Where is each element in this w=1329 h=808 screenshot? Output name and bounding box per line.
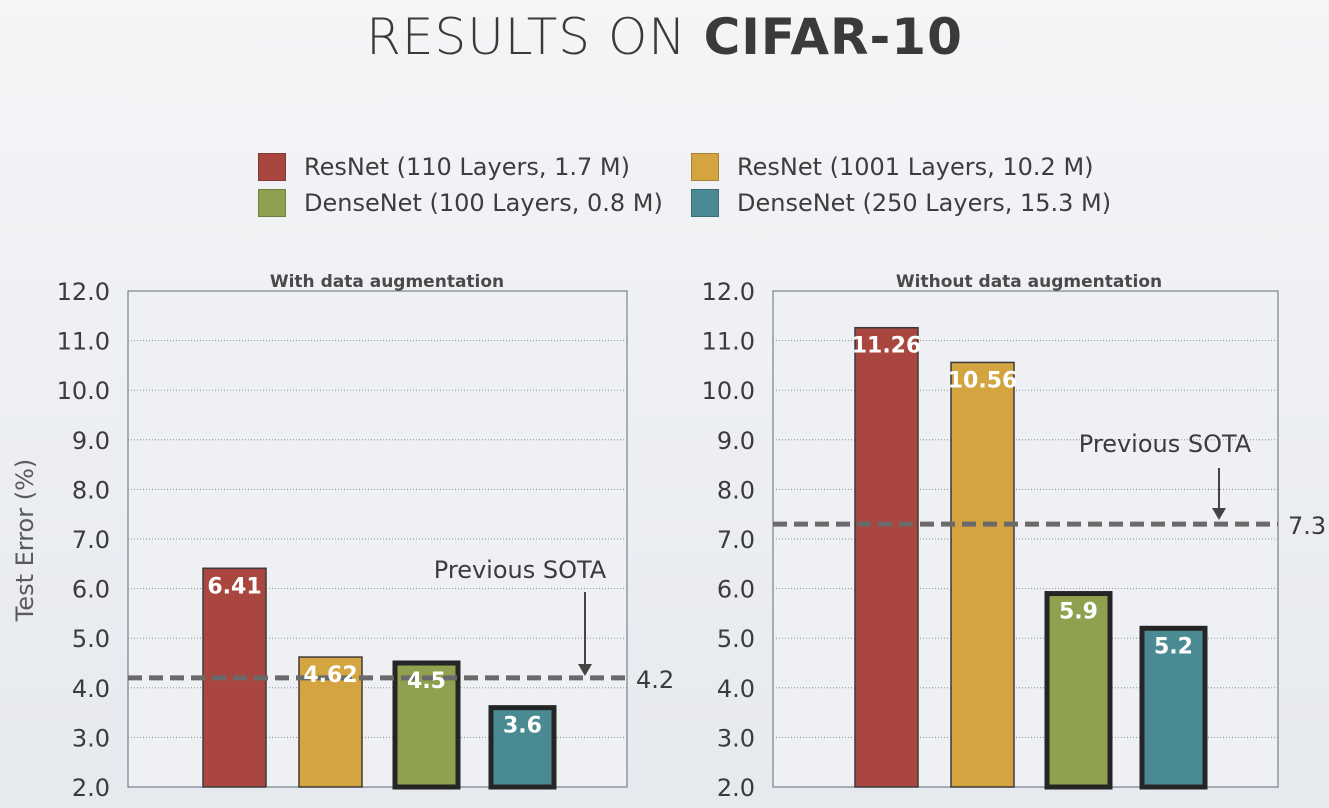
bar — [392, 660, 461, 790]
y-tick-label: 3.0 — [72, 724, 110, 752]
legend: ResNet (110 Layers, 1.7 M) ResNet (1001 … — [258, 153, 1158, 228]
legend-label: ResNet (110 Layers, 1.7 M) — [304, 153, 630, 181]
y-tick-label: 7.0 — [717, 526, 755, 554]
legend-swatch — [691, 189, 719, 217]
bar — [854, 326, 919, 788]
legend-item-densenet-250: DenseNet (250 Layers, 15.3 M) — [691, 189, 1111, 217]
bar — [1044, 591, 1113, 790]
previous-sota-value: 4.2 — [636, 666, 674, 694]
data-label: 3.6 — [503, 714, 542, 739]
y-tick-label: 11.0 — [57, 328, 110, 356]
legend-item-resnet-1001: ResNet (1001 Layers, 10.2 M) — [691, 153, 1094, 181]
y-tick-label: 9.0 — [717, 427, 755, 455]
title-bold: CIFAR-10 — [703, 8, 963, 66]
data-label: 4.5 — [407, 669, 446, 694]
y-tick-label: 9.0 — [72, 427, 110, 455]
bar — [950, 361, 1015, 788]
legend-swatch — [258, 189, 286, 217]
legend-swatch — [691, 153, 719, 181]
annotation-arrow-head — [578, 664, 592, 676]
annotation-arrow-head — [1212, 508, 1226, 520]
title-light: RESULTS ON — [366, 8, 687, 66]
y-tick-label: 10.0 — [57, 377, 110, 405]
data-label: 5.2 — [1154, 634, 1193, 659]
data-label: 6.41 — [207, 574, 261, 599]
data-label: 4.62 — [303, 663, 357, 688]
slide-title: RESULTS ON CIFAR-10 — [0, 8, 1329, 66]
y-tick-label: 12.0 — [57, 278, 110, 306]
y-tick-label: 5.0 — [717, 625, 755, 653]
legend-label: ResNet (1001 Layers, 10.2 M) — [737, 153, 1094, 181]
legend-item-resnet-110: ResNet (110 Layers, 1.7 M) — [258, 153, 630, 181]
y-tick-label: 10.0 — [702, 377, 755, 405]
y-tick-label: 5.0 — [72, 625, 110, 653]
legend-label: DenseNet (250 Layers, 15.3 M) — [737, 189, 1112, 217]
data-label: 5.9 — [1059, 600, 1098, 625]
y-tick-label: 7.0 — [72, 526, 110, 554]
y-tick-label: 4.0 — [717, 675, 755, 703]
y-tick-label: 3.0 — [717, 724, 755, 752]
chart-title: Without data augmentation — [896, 272, 1162, 292]
y-tick-label: 6.0 — [72, 576, 110, 604]
y-tick-label: 4.0 — [72, 675, 110, 703]
chart-title: With data augmentation — [270, 272, 504, 292]
y-tick-label: 8.0 — [72, 476, 110, 504]
legend-item-densenet-100: DenseNet (100 Layers, 0.8 M) — [258, 189, 663, 217]
y-tick-label: 2.0 — [72, 774, 110, 802]
previous-sota-annotation: Previous SOTA — [1079, 430, 1252, 458]
y-tick-label: 6.0 — [717, 576, 755, 604]
previous-sota-annotation: Previous SOTA — [434, 556, 607, 584]
bar — [1139, 625, 1208, 790]
y-tick-label: 12.0 — [702, 278, 755, 306]
legend-label: DenseNet (100 Layers, 0.8 M) — [304, 189, 663, 217]
y-tick-label: 8.0 — [717, 476, 755, 504]
legend-swatch — [258, 153, 286, 181]
y-tick-label: 11.0 — [702, 328, 755, 356]
bar — [488, 705, 557, 790]
data-label: 10.56 — [948, 368, 1018, 393]
y-axis-label: Test Error (%) — [11, 459, 39, 623]
data-label: 11.26 — [852, 334, 922, 359]
previous-sota-value: 7.3 — [1288, 512, 1326, 540]
y-tick-label: 2.0 — [717, 774, 755, 802]
